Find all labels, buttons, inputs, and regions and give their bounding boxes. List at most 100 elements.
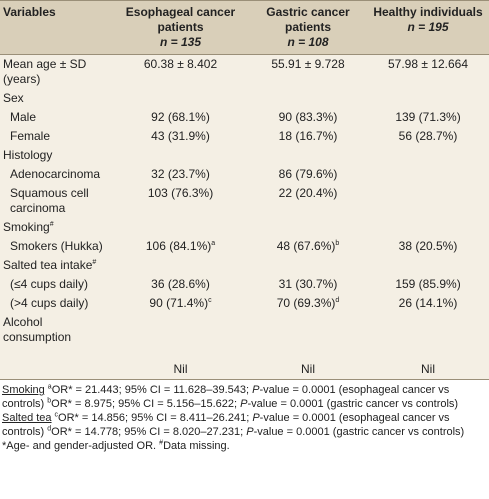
value-cell: 70 (69.3%)d bbox=[249, 294, 367, 313]
cell-value: 60.38 ± 8.402 bbox=[143, 57, 218, 71]
row-label-cell: Smoking# bbox=[0, 218, 489, 237]
table-row: Adenocarcinoma 32 (23.7%) 86 (79.6%) bbox=[0, 165, 489, 184]
row-label-cell: Histology bbox=[0, 146, 489, 165]
table-header: Variables Esophageal cancer patients n = 1… bbox=[0, 0, 489, 55]
value-cell: 32 (23.7%) bbox=[112, 165, 249, 184]
header-label: Gastric cancer patients bbox=[266, 5, 350, 34]
cell-value: 32 (23.7%) bbox=[151, 167, 210, 181]
header-cell: Healthy individuals n = 195 bbox=[367, 0, 489, 55]
table-row: (≤4 cups daily) 36 (28.6%) 31 (30.7%) 159 (… bbox=[0, 275, 489, 294]
footnote-text: a bbox=[47, 383, 52, 391]
header-n: n = 195 bbox=[407, 20, 449, 34]
footnote-line: *Age- and gender-adjusted OR. #Data miss… bbox=[2, 439, 487, 453]
value-cell: 18 (16.7%) bbox=[249, 127, 367, 146]
header-cell: Esophageal cancer patients n = 135 bbox=[112, 0, 249, 55]
footnote-text: b bbox=[47, 397, 52, 405]
cell-value: Nil bbox=[173, 362, 188, 376]
row-label: Histology bbox=[3, 148, 53, 162]
row-label: Adenocarcinoma bbox=[10, 167, 101, 181]
footnote-text: OR* = 21.443; 95% CI = 11.628–39.543; bbox=[51, 384, 253, 396]
superscript: b bbox=[335, 240, 340, 247]
cell-value: Nil bbox=[421, 362, 435, 376]
value-cell: 86 (79.6%) bbox=[249, 165, 367, 184]
superscript: d bbox=[335, 297, 340, 304]
superscript: c bbox=[208, 297, 212, 304]
cell-value: 55.91 ± 9.728 bbox=[271, 57, 345, 71]
footnote-text: Smoking bbox=[2, 384, 45, 396]
header-label: Variables bbox=[3, 5, 56, 19]
row-label-cell: Female bbox=[0, 127, 112, 146]
footnote-text: d bbox=[47, 425, 52, 433]
header-n: n = 108 bbox=[287, 35, 329, 49]
table-row: Male 92 (68.1%) 90 (83.3%) 139 (71.3%) bbox=[0, 108, 489, 127]
header-label: Esophageal cancer patients bbox=[125, 5, 236, 34]
cell-value: 36 (28.6%) bbox=[151, 277, 210, 291]
cell-value: 106 (84.1%) bbox=[145, 239, 212, 253]
row-label-cell: Alcohol consumption bbox=[0, 313, 112, 379]
superscript: # bbox=[49, 221, 54, 228]
table-row: Mean age ± SD (years) 60.38 ± 8.402 55.91 … bbox=[0, 55, 489, 90]
value-cell: 106 (84.1%)a bbox=[112, 237, 249, 256]
cell-value: 57.98 ± 12.664 bbox=[388, 57, 468, 71]
cell-value: 139 (71.3%) bbox=[395, 110, 461, 124]
table-body: Mean age ± SD (years) 60.38 ± 8.402 55.91 … bbox=[0, 55, 489, 380]
row-label: (>4 cups daily) bbox=[10, 296, 89, 310]
footnote-text: -value = 0.0001 (esophageal cancer vs co… bbox=[2, 412, 450, 438]
table-row: Alcohol consumption Nil Nil Nil bbox=[0, 313, 489, 379]
value-cell: 38 (20.5%) bbox=[367, 237, 489, 256]
footnote-text: OR* = 8.975; 95% CI = 5.156–15.622; bbox=[51, 398, 241, 410]
table-row: Sex bbox=[0, 89, 489, 108]
table-row: Smoking# bbox=[0, 218, 489, 237]
header-n: n = 135 bbox=[159, 35, 202, 49]
cell-value: 18 (16.7%) bbox=[278, 129, 338, 143]
table-row: Female 43 (31.9%) 18 (16.7%) 56 (28.7%) bbox=[0, 127, 489, 146]
value-cell: 90 (83.3%) bbox=[249, 108, 367, 127]
row-label-cell: Mean age ± SD (years) bbox=[0, 55, 112, 90]
footnote-text: -value = 0.0001 (gastric cancer vs contr… bbox=[253, 426, 465, 438]
cell-value: 43 (31.9%) bbox=[151, 129, 210, 143]
footnote: Smoking aOR* = 21.443; 95% CI = 11.628–39… bbox=[0, 379, 489, 453]
value-cell bbox=[367, 165, 489, 184]
value-cell: 22 (20.4%) bbox=[249, 184, 367, 218]
value-cell: 48 (67.6%)b bbox=[249, 237, 367, 256]
cell-value: 26 (14.1%) bbox=[398, 296, 458, 310]
footnote-text: P bbox=[252, 412, 260, 424]
value-cell: 103 (76.3%) bbox=[112, 184, 249, 218]
table-row: Histology bbox=[0, 146, 489, 165]
row-label: (≤4 cups daily) bbox=[10, 277, 88, 291]
row-label: Male bbox=[10, 110, 37, 124]
cell-value: 70 (69.3%) bbox=[276, 296, 336, 310]
footnote-line: Smoking aOR* = 21.443; 95% CI = 11.628–39… bbox=[2, 383, 487, 439]
cell-value: 103 (76.3%) bbox=[147, 186, 214, 200]
cell-value: Nil bbox=[301, 362, 315, 376]
cell-value: 90 (83.3%) bbox=[278, 110, 338, 124]
cell-value: 22 (20.4%) bbox=[278, 186, 338, 200]
table-row: Smokers (Hukka) 106 (84.1%)a 48 (67.6%)b 38… bbox=[0, 237, 489, 256]
value-cell: Nil bbox=[112, 313, 249, 379]
row-label-cell: Salted tea intake# bbox=[0, 256, 489, 275]
value-cell: 43 (31.9%) bbox=[112, 127, 249, 146]
value-cell: 159 (85.9%) bbox=[367, 275, 489, 294]
row-label-cell: Squamous cell carcinoma bbox=[0, 184, 112, 218]
superscript: a bbox=[211, 240, 216, 247]
footnote-text: P bbox=[240, 398, 248, 410]
value-cell: 56 (28.7%) bbox=[367, 127, 489, 146]
row-label-cell: Sex bbox=[0, 89, 489, 108]
value-cell: 55.91 ± 9.728 bbox=[249, 55, 367, 90]
value-cell: 26 (14.1%) bbox=[367, 294, 489, 313]
value-cell: 92 (68.1%) bbox=[112, 108, 249, 127]
footnote-text: *Age- and gender-adjusted OR. bbox=[2, 440, 160, 452]
value-cell: Nil bbox=[249, 313, 367, 379]
row-label: Sex bbox=[3, 91, 24, 105]
superscript: # bbox=[92, 259, 97, 266]
footnote-text: Salted tea bbox=[2, 412, 52, 424]
row-label: Salted tea intake bbox=[3, 258, 93, 272]
footnote-text: P bbox=[252, 384, 260, 396]
footnote-text: OR* = 14.778; 95% CI = 8.020–27.231; bbox=[51, 426, 247, 438]
cell-value: 48 (67.6%) bbox=[276, 239, 336, 253]
footnote-text: -value = 0.0001 (gastric cancer vs contr… bbox=[247, 398, 459, 410]
value-cell bbox=[367, 184, 489, 218]
row-label: Alcohol consumption bbox=[3, 315, 72, 344]
value-cell: 31 (30.7%) bbox=[249, 275, 367, 294]
